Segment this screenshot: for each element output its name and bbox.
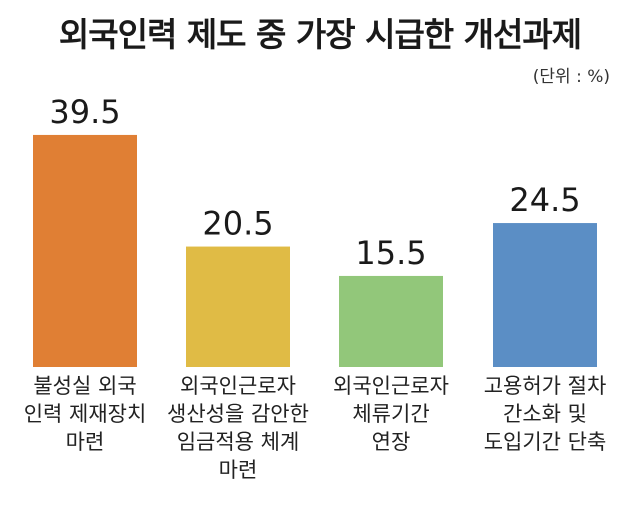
value-label-1: 39.5 — [49, 93, 120, 131]
value-label-2: 20.5 — [202, 205, 273, 243]
unit-label: (단위 : %) — [532, 67, 610, 87]
category-label-3: 외국인근로자 체류기간 연장 — [333, 374, 449, 454]
chart-title: 외국인력 제도 중 가장 시급한 개선과제 — [58, 15, 582, 54]
category-label-4: 고용허가 절차 간소화 및 도입기간 단축 — [483, 374, 607, 454]
value-label-3: 15.5 — [355, 234, 426, 272]
bar-1 — [33, 134, 137, 367]
value-label-4: 24.5 — [509, 181, 580, 219]
category-label-2: 외국인근로자 생산성을 감안한 임금적용 체계 마련 — [167, 374, 309, 482]
bar-3 — [339, 275, 443, 367]
bar-4 — [493, 223, 597, 367]
category-label-1: 불성실 외국 인력 제재장치 마련 — [23, 374, 147, 454]
bar-2 — [186, 246, 290, 367]
